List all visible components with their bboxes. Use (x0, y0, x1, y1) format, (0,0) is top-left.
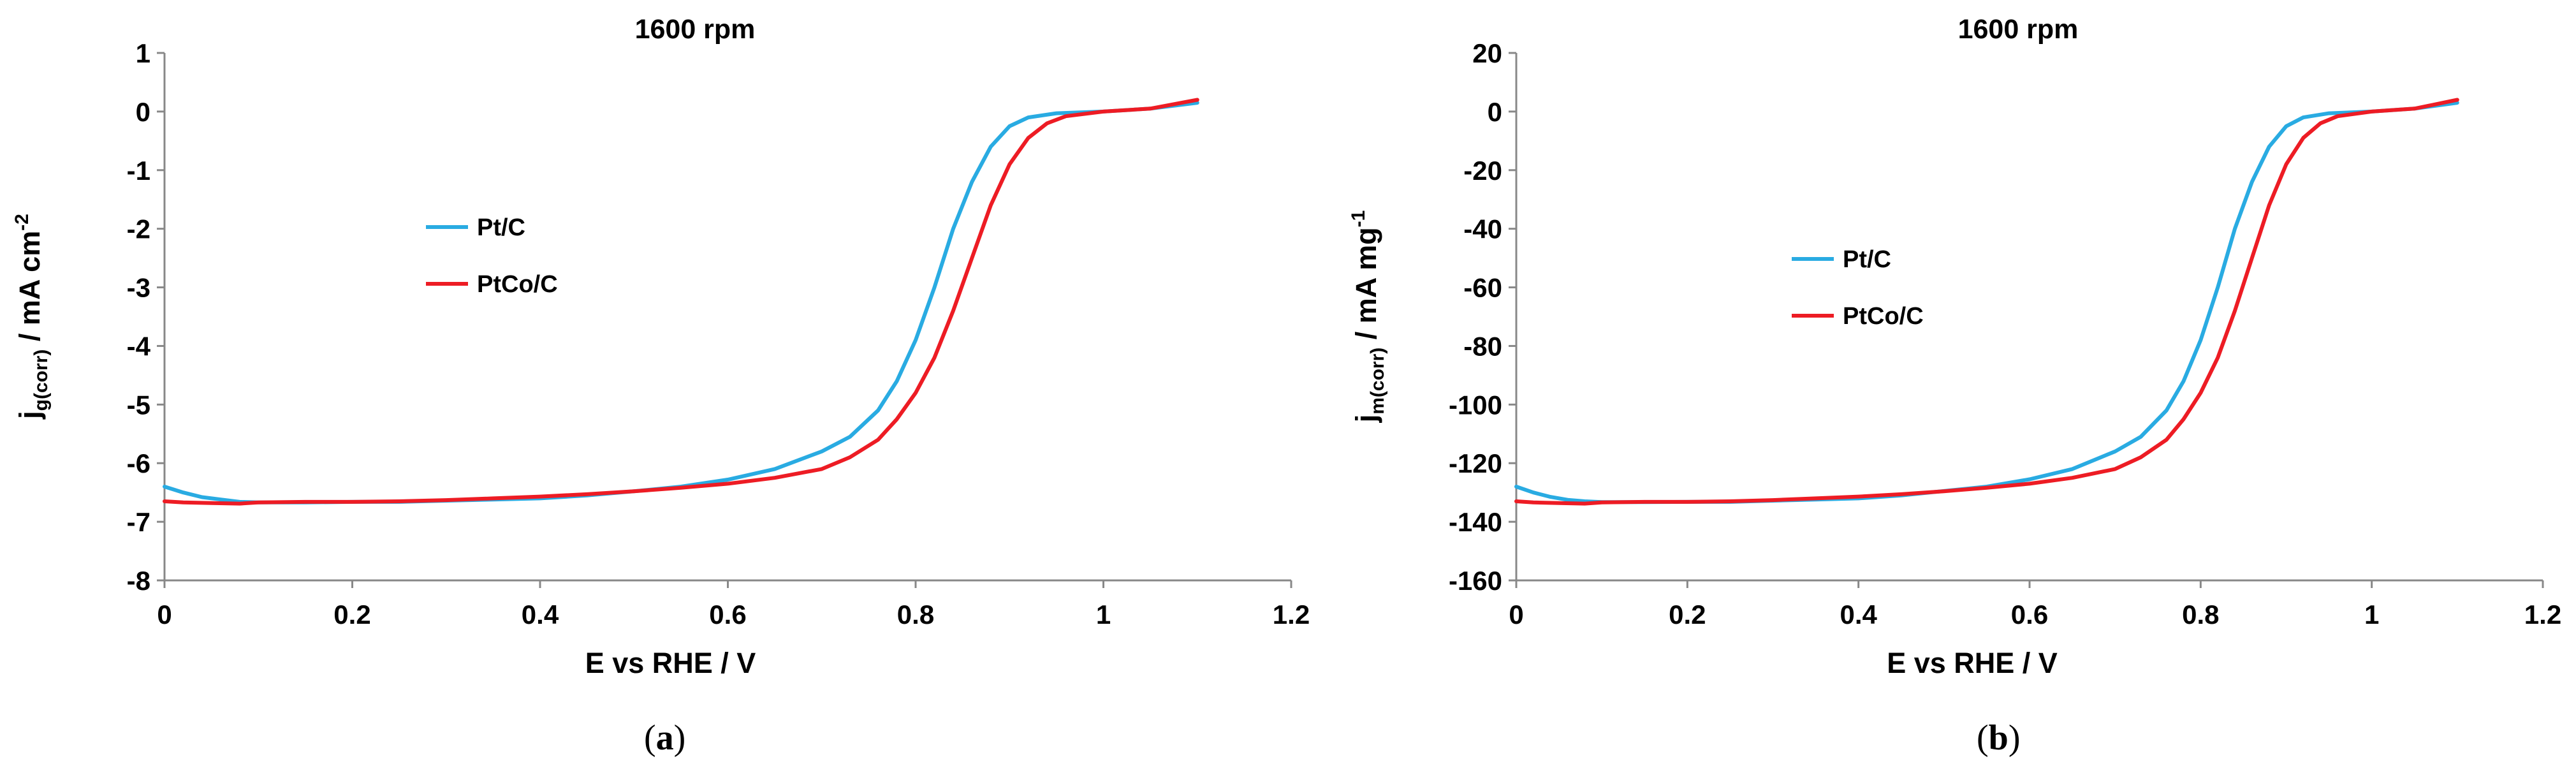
series-line-ptco-c (163, 98, 1199, 506)
y-tick-label: -60 (1463, 273, 1502, 303)
y-axis-label: jg(corr) / mA cm-2 (11, 214, 52, 420)
y-axis-label: jm(corr) / mA mg-1 (1348, 210, 1388, 423)
chart-title: 1600 rpm (1958, 14, 2079, 45)
y-tick-label: -6 (127, 448, 150, 478)
x-tick-label: 1.2 (1273, 600, 1310, 629)
y-tick-label: 20 (1472, 38, 1502, 68)
x-axis-label: E vs RHE / V (1887, 647, 2058, 679)
x-tick-label: 1.2 (2524, 600, 2561, 629)
x-tick-label: 0.8 (897, 600, 934, 629)
x-tick-label: 0.6 (709, 600, 746, 629)
y-tick-label: -2 (127, 214, 150, 244)
x-tick-label: 1 (1096, 600, 1111, 629)
y-tick-label: -8 (127, 566, 150, 596)
legend-label: PtCo/C (1843, 303, 1924, 330)
y-tick-label: -160 (1449, 566, 1502, 596)
y-tick-label: 0 (136, 97, 150, 127)
y-tick-label: -5 (127, 390, 150, 420)
y-tick-label: -20 (1463, 156, 1502, 186)
series-line-ptco-c (1514, 98, 2459, 506)
chart-title: 1600 rpm (635, 14, 756, 45)
series-line-pt-c (1514, 101, 2459, 504)
x-tick-label: 0.6 (2011, 600, 2048, 629)
x-axis-label: E vs RHE / V (585, 647, 756, 679)
y-tick-label: 0 (1488, 97, 1502, 127)
y-tick-label: -4 (127, 331, 151, 361)
panel-caption: (a) (644, 718, 685, 758)
y-tick-label: -100 (1449, 390, 1502, 420)
x-tick-label: 0.2 (1669, 600, 1706, 629)
x-tick-label: 0.2 (333, 600, 370, 629)
x-tick-label: 0.4 (1840, 600, 1877, 629)
y-tick-label: -1 (127, 156, 150, 186)
y-tick-label: -80 (1463, 331, 1502, 361)
y-tick-label: -3 (127, 273, 150, 303)
y-tick-label: 1 (136, 38, 150, 68)
legend-label: Pt/C (477, 214, 525, 241)
x-tick-label: 0.4 (522, 600, 559, 629)
y-tick-label: -7 (127, 507, 150, 537)
y-tick-label: -120 (1449, 448, 1502, 478)
x-tick-label: 0 (157, 600, 172, 629)
y-tick-label: -140 (1449, 507, 1502, 537)
y-tick-label: -40 (1463, 214, 1502, 244)
series-line-pt-c (163, 101, 1199, 504)
legend-label: Pt/C (1843, 246, 1891, 273)
x-tick-label: 0.8 (2182, 600, 2219, 629)
legend-label: PtCo/C (477, 271, 558, 298)
x-tick-label: 0 (1509, 600, 1523, 629)
chart-panel-b: 1600 rpm200-20-40-60-80-100-120-140-1600… (1348, 14, 2561, 758)
panel-caption: (b) (1977, 718, 2020, 758)
x-tick-label: 1 (2364, 600, 2379, 629)
